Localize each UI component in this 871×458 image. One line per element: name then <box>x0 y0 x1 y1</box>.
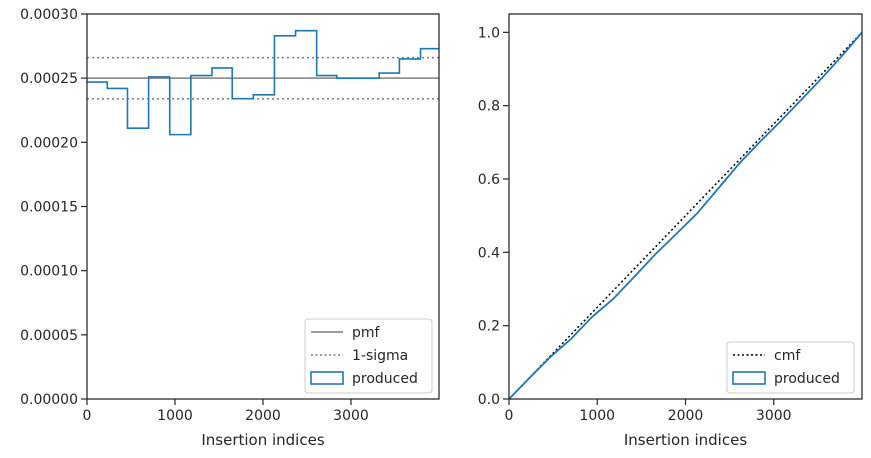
y-tick-label: 0.4 <box>478 245 500 261</box>
y-tick-label: 1.0 <box>478 25 500 41</box>
x-tick-label: 2000 <box>245 408 281 424</box>
y-tick-label: 0.2 <box>478 319 500 335</box>
x-tick-label: 1000 <box>157 408 193 424</box>
y-tick-label: 0.0 <box>478 392 500 408</box>
produced-step-series <box>87 29 439 136</box>
plot-area <box>87 29 439 136</box>
y-tick-label: 0.00030 <box>20 7 78 23</box>
legend-box <box>304 318 433 394</box>
cmf-series-line <box>508 31 863 400</box>
pmf-legend-label: pmf <box>352 325 381 341</box>
x-tick-label: 0 <box>505 408 514 424</box>
y-tick-label: 0.00005 <box>20 328 78 344</box>
produced-legend-label: produced <box>352 371 418 387</box>
legend: cmf produced <box>726 341 855 394</box>
right-chart-cmf: 0 1000 2000 3000 0.0 0.2 0.4 0.6 0.8 1.0 Insertion… <box>478 13 863 449</box>
cmf-legend-label: cmf <box>774 348 801 364</box>
x-tick-label: 0 <box>83 408 92 424</box>
y-tick-label: 0.00010 <box>20 264 78 280</box>
x-tick-label: 3000 <box>333 408 369 424</box>
produced-legend-label: produced <box>774 371 840 387</box>
legend: pmf 1-sigma produced <box>304 318 433 394</box>
plot-area <box>508 31 863 400</box>
y-tick-label: 0.00025 <box>20 71 78 87</box>
axes-frame <box>508 13 863 400</box>
left-chart-pmf: 0 1000 2000 3000 0.00000 0.00005 0.00010 0.0001… <box>20 7 440 449</box>
produced-legend-swatch <box>732 371 766 385</box>
y-tick-label: 0.00000 <box>20 392 78 408</box>
y-tick-label: 0.00015 <box>20 200 78 216</box>
y-tick-label: 0.8 <box>478 99 500 115</box>
x-axis-label: Insertion indices <box>201 431 324 449</box>
x-tick-label: 3000 <box>756 408 792 424</box>
produced-series-line <box>508 31 863 400</box>
x-axis-label: Insertion indices <box>624 431 747 449</box>
legend-box <box>726 341 855 394</box>
x-tick-label: 2000 <box>668 408 704 424</box>
1-sigma-legend-label: 1-sigma <box>352 348 408 364</box>
y-tick-label: 0.00020 <box>20 135 78 151</box>
x-tick-label: 1000 <box>579 408 615 424</box>
y-tick-label: 0.6 <box>478 172 500 188</box>
produced-legend-swatch <box>310 371 344 385</box>
